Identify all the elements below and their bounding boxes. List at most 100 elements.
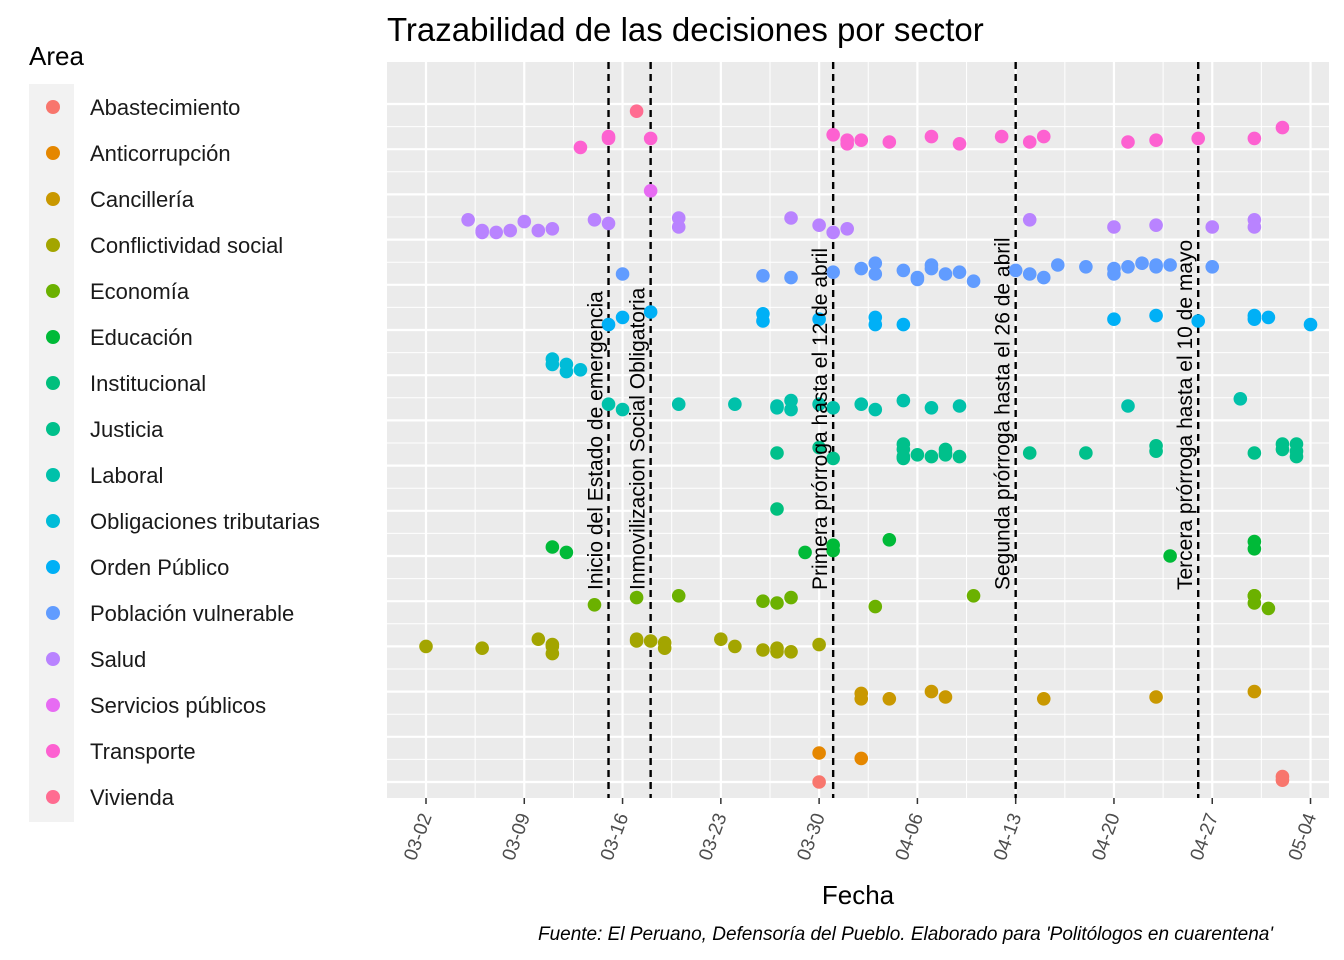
x-tick-label: 03-23 xyxy=(695,811,731,864)
data-point xyxy=(1149,690,1163,704)
data-point xyxy=(1022,267,1037,281)
data-point xyxy=(1079,446,1093,460)
data-point xyxy=(868,256,883,271)
data-point xyxy=(517,214,532,229)
data-point xyxy=(671,397,686,412)
data-point xyxy=(1261,310,1276,325)
legend-key xyxy=(46,652,60,666)
data-point xyxy=(643,184,658,198)
legend-label: Laboral xyxy=(90,463,163,488)
data-point xyxy=(643,131,658,146)
data-point xyxy=(938,690,953,704)
data-point xyxy=(629,590,644,605)
data-point xyxy=(756,269,770,283)
legend: Abastecimiento Anticorrupción Cancillería C… xyxy=(46,95,320,810)
data-point xyxy=(615,267,630,281)
data-point xyxy=(1261,601,1276,616)
data-point xyxy=(896,317,911,332)
legend-label: Justicia xyxy=(90,417,164,442)
data-point xyxy=(629,104,644,118)
data-point xyxy=(728,639,742,654)
data-point xyxy=(840,222,854,236)
data-point xyxy=(924,129,939,144)
data-point xyxy=(1205,260,1220,274)
data-point xyxy=(1121,260,1135,274)
data-point xyxy=(854,692,869,706)
data-point xyxy=(756,643,770,657)
data-point xyxy=(1205,220,1220,234)
data-point xyxy=(573,363,588,377)
data-point xyxy=(784,270,798,285)
data-point xyxy=(643,634,658,648)
legend-label: Orden Público xyxy=(90,555,229,580)
data-point xyxy=(854,751,869,766)
data-point xyxy=(938,267,953,281)
data-point xyxy=(503,223,518,238)
x-tick-label: 04-20 xyxy=(1088,811,1124,864)
data-point xyxy=(770,446,784,460)
data-point xyxy=(770,401,784,415)
data-point xyxy=(784,211,798,225)
data-point xyxy=(1121,399,1135,413)
data-point xyxy=(812,397,826,412)
legend-key xyxy=(46,698,60,712)
data-point xyxy=(784,590,798,605)
data-point xyxy=(601,216,616,231)
data-point xyxy=(1149,444,1163,459)
data-point xyxy=(559,545,574,560)
data-point xyxy=(896,393,911,408)
data-point xyxy=(798,545,812,560)
data-point xyxy=(573,140,588,155)
data-point xyxy=(896,263,911,278)
legend-key xyxy=(46,422,60,436)
data-point xyxy=(1191,131,1205,146)
data-point xyxy=(545,646,560,661)
x-axis: 03-02 03-09 03-16 03-23 03-30 04-06 04-13 04-20… xyxy=(400,798,1321,863)
data-point xyxy=(419,639,433,654)
x-tick-label: 05-04 xyxy=(1285,810,1322,863)
legend-key xyxy=(46,330,60,344)
data-point xyxy=(1008,263,1023,278)
data-point xyxy=(601,397,616,412)
data-point xyxy=(728,397,742,412)
event-lines xyxy=(607,62,1200,798)
data-point xyxy=(545,357,560,372)
data-point xyxy=(826,225,840,240)
plot-panel xyxy=(387,62,1329,798)
legend-label: Obligaciones tributarias xyxy=(90,509,320,534)
data-point xyxy=(1036,129,1051,144)
legend-key xyxy=(46,238,60,252)
legend-key xyxy=(46,146,60,160)
data-point xyxy=(910,270,925,285)
data-point xyxy=(896,451,911,466)
data-point xyxy=(1135,256,1149,271)
data-point xyxy=(826,401,840,415)
x-tick-label: 03-09 xyxy=(499,811,535,864)
data-point xyxy=(1233,392,1248,406)
data-point xyxy=(714,632,728,646)
data-point xyxy=(601,317,616,332)
data-point xyxy=(1247,684,1262,699)
data-point xyxy=(545,540,560,554)
event-label: Tercera prórroga hasta el 10 de mayo xyxy=(1174,240,1197,590)
data-point xyxy=(1107,261,1121,276)
data-point xyxy=(756,594,770,608)
data-point xyxy=(826,265,840,280)
data-point xyxy=(924,401,939,415)
data-point xyxy=(770,596,784,610)
event-label: Primera prórroga hasta el 12 de abril xyxy=(809,248,832,590)
data-point xyxy=(770,502,784,516)
legend-key xyxy=(46,790,60,804)
data-points xyxy=(419,104,1318,789)
data-point xyxy=(812,637,826,652)
data-point xyxy=(1149,218,1163,232)
x-tick-label: 04-27 xyxy=(1187,811,1223,864)
data-point xyxy=(910,448,925,462)
data-point xyxy=(1149,133,1163,147)
data-point xyxy=(1275,120,1290,135)
data-point xyxy=(1149,308,1163,323)
grid xyxy=(376,62,1329,798)
data-point xyxy=(812,218,826,232)
data-point xyxy=(868,267,883,281)
data-point xyxy=(854,261,869,276)
